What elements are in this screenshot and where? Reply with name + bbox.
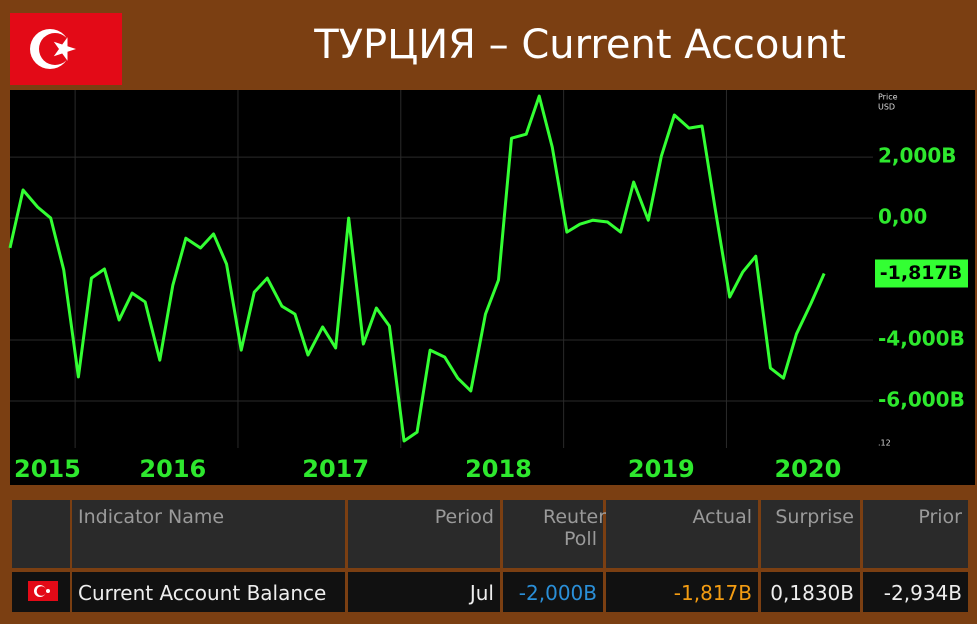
header-cell: Indicator Name (72, 500, 345, 568)
y-tick-label: -4,000B (878, 327, 965, 351)
y-axis-label: Price (878, 93, 898, 102)
data-line (8, 94, 826, 443)
x-tick-label: 2016 (139, 455, 206, 483)
x-tick-label: 2018 (465, 455, 532, 483)
value-label: -1,817B (880, 262, 962, 284)
y-axis-label: USD (878, 103, 895, 112)
row-cell (12, 572, 70, 612)
y-tick-label: 2,000B (878, 144, 957, 168)
row-cell: Current Account Balance (72, 572, 345, 612)
y-tick-label: -6,000B (878, 388, 965, 412)
chart: ТУРЦИЯ – Current Account 2,000B 0,00 -4,00… (0, 0, 977, 485)
y-tick-label: 0,00 (878, 205, 927, 229)
x-tick-label: 2015 (14, 455, 81, 483)
row-cell: -1,817B (606, 572, 758, 612)
header-cell (12, 500, 70, 568)
header-cell: Surprise (761, 500, 860, 568)
header-cell: Reuters Poll (503, 500, 616, 568)
row-cell: -2,000B (503, 572, 603, 612)
header-band (0, 0, 977, 88)
row-cell: Jul (348, 572, 500, 612)
flag (10, 13, 122, 85)
plot-background (10, 90, 975, 485)
row-cell: 0,1830B (761, 572, 860, 612)
x-tick-label: 2020 (774, 455, 841, 483)
x-tick-label: 2019 (628, 455, 695, 483)
header-cell: Actual (606, 500, 758, 568)
header-cell: Period (348, 500, 500, 568)
row-flag (28, 581, 58, 601)
row-cell: -2,934B (863, 572, 968, 612)
x-tick-label: 2017 (302, 455, 369, 483)
axis-note: .12 (878, 439, 891, 448)
value-label-box (875, 259, 968, 288)
chart-title: ТУРЦИЯ – Current Account (313, 22, 846, 68)
header-cell: Prior (863, 500, 968, 568)
